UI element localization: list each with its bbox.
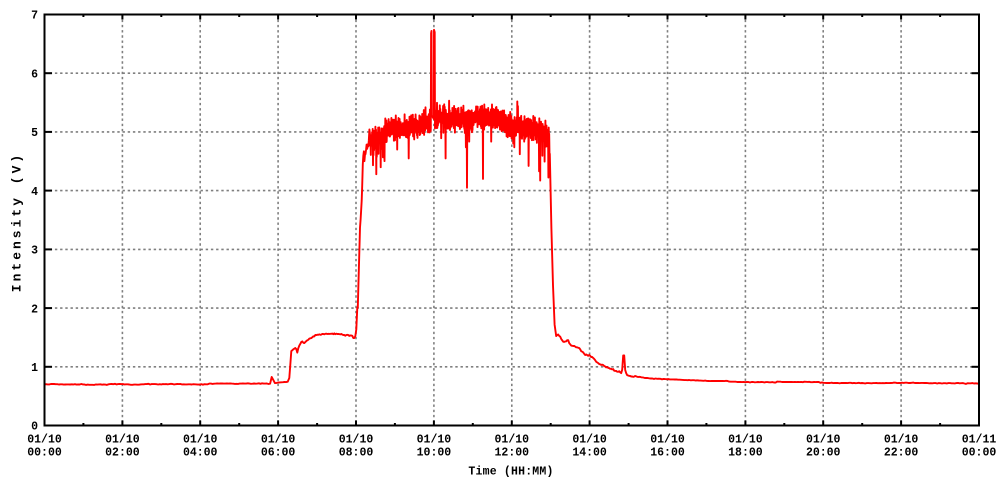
svg-text:06:00: 06:00	[261, 447, 296, 460]
svg-text:01/10: 01/10	[728, 434, 763, 447]
svg-text:18:00: 18:00	[728, 447, 763, 460]
svg-text:01/10: 01/10	[417, 434, 452, 447]
svg-text:16:00: 16:00	[650, 447, 685, 460]
svg-text:01/10: 01/10	[650, 434, 685, 447]
svg-text:0: 0	[31, 421, 38, 434]
svg-text:04:00: 04:00	[183, 447, 218, 460]
svg-text:22:00: 22:00	[884, 447, 919, 460]
svg-text:01/10: 01/10	[27, 434, 62, 447]
svg-text:01/10: 01/10	[339, 434, 374, 447]
svg-text:14:00: 14:00	[572, 447, 607, 460]
svg-text:2: 2	[31, 303, 38, 316]
svg-text:01/10: 01/10	[806, 434, 841, 447]
svg-text:01/10: 01/10	[495, 434, 530, 447]
svg-text:Time (HH:MM): Time (HH:MM)	[468, 466, 553, 479]
svg-text:7: 7	[31, 10, 38, 23]
svg-text:01/10: 01/10	[261, 434, 296, 447]
svg-text:6: 6	[31, 68, 38, 81]
svg-text:08:00: 08:00	[339, 447, 374, 460]
svg-text:4: 4	[31, 186, 38, 199]
svg-text:20:00: 20:00	[806, 447, 841, 460]
svg-text:01/10: 01/10	[572, 434, 607, 447]
svg-text:01/10: 01/10	[183, 434, 218, 447]
svg-text:3: 3	[31, 245, 38, 258]
svg-text:01/10: 01/10	[884, 434, 919, 447]
svg-text:12:00: 12:00	[495, 447, 530, 460]
svg-text:01/10: 01/10	[105, 434, 140, 447]
svg-text:01/11: 01/11	[962, 434, 997, 447]
svg-text:00:00: 00:00	[962, 447, 997, 460]
svg-text:1: 1	[31, 362, 38, 375]
svg-text:10:00: 10:00	[417, 447, 452, 460]
svg-text:00:00: 00:00	[27, 447, 62, 460]
svg-text:5: 5	[31, 127, 38, 140]
svg-text:02:00: 02:00	[105, 447, 140, 460]
svg-text:Intensity (V): Intensity (V)	[10, 152, 25, 292]
